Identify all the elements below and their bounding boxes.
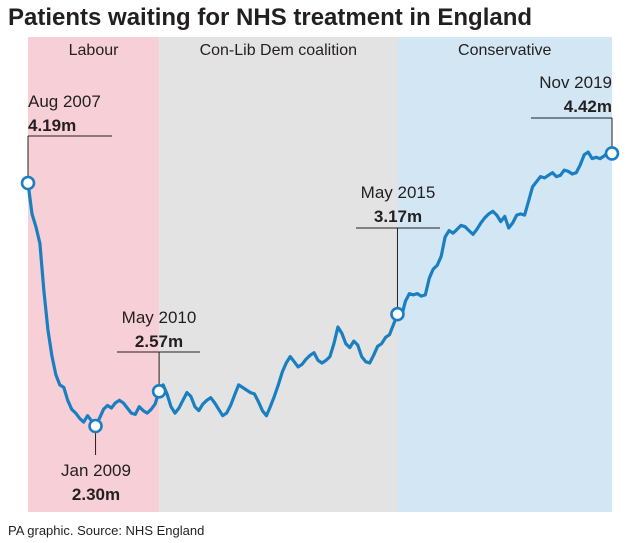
annotation-marker-0 [20, 175, 36, 191]
chart-title: Patients waiting for NHS treatment in En… [8, 4, 532, 31]
waiting-list-line [26, 150, 614, 428]
source-note: PA graphic. Source: NHS England [8, 523, 204, 538]
period-band-2 [397, 37, 612, 512]
annotation-date-1: Jan 2009 [61, 461, 131, 480]
annotation-date-2: May 2010 [122, 308, 197, 327]
period-band-1 [159, 37, 398, 512]
line-layer [26, 150, 614, 428]
annotation-value-1: 2.30m [72, 485, 120, 504]
annotation-marker-2 [151, 383, 167, 399]
annotation-date-0: Aug 2007 [28, 92, 101, 111]
leader-layer [27, 117, 613, 455]
annotation-date-3: May 2015 [361, 183, 436, 202]
annotation-label-layer: Aug 2007 4.19m Jan 2009 2.30m May 2010 2.57m M… [28, 73, 612, 504]
annotation-date-4: Nov 2019 [539, 73, 612, 92]
annotation-marker-4 [604, 146, 620, 161]
annotation-value-2: 2.57m [135, 332, 183, 351]
band-layer: Labour Con-Lib Dem coalition Conservative [28, 37, 612, 512]
annotation-value-4: 4.42m [564, 97, 612, 116]
annotation-marker-1 [88, 418, 103, 434]
annotation-value-3: 3.17m [374, 207, 422, 226]
period-band-label-2: Conservative [458, 42, 551, 59]
marker-layer [20, 146, 620, 434]
period-band-label-0: Labour [69, 42, 119, 59]
annotation-value-0: 4.19m [28, 116, 76, 135]
period-band-label-1: Con-Lib Dem coalition [200, 42, 357, 59]
annotation-marker-3 [390, 306, 405, 322]
